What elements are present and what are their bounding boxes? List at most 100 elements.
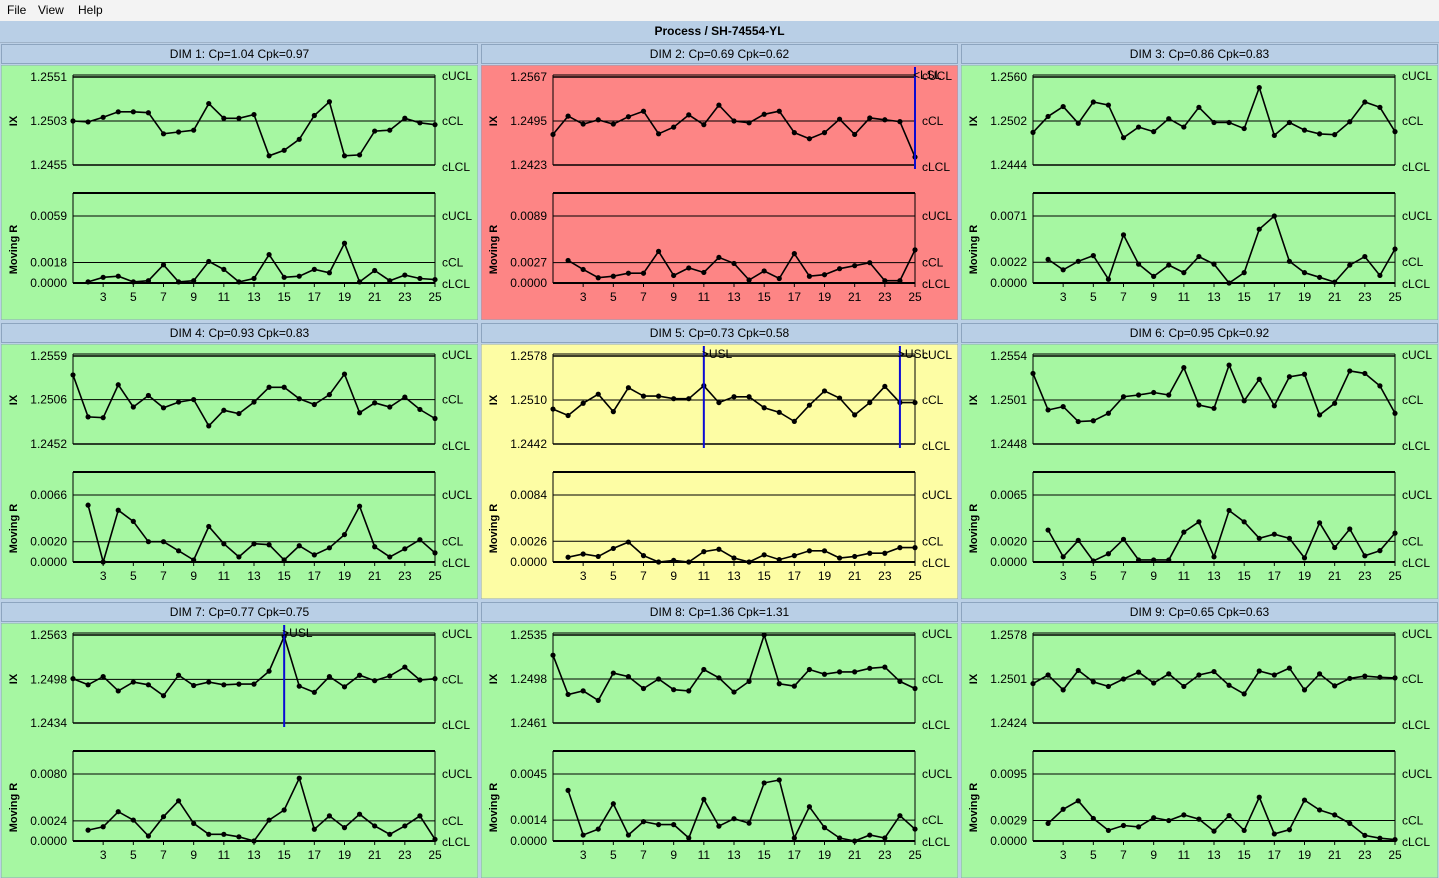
mr-point	[882, 835, 888, 841]
mr-point	[1392, 836, 1398, 843]
menu-view[interactable]: View	[38, 3, 64, 17]
mr-point	[160, 539, 167, 545]
ix-point	[686, 112, 692, 118]
ix-point	[387, 404, 393, 410]
mr-point	[1347, 262, 1353, 268]
ix-point	[206, 100, 212, 107]
mr-point	[432, 550, 438, 556]
x-tick-label: 17	[788, 569, 802, 583]
chart-title: DIM 6: Cp=0.95 Cpk=0.92	[961, 323, 1438, 343]
mr-point	[912, 826, 918, 832]
mr-point	[1090, 558, 1096, 564]
mr-point	[1060, 806, 1066, 812]
ix-point	[1271, 672, 1277, 678]
mr-point	[1166, 557, 1172, 563]
ix-point	[912, 685, 918, 692]
mr-point	[1226, 280, 1232, 286]
mr-point	[897, 813, 903, 819]
mr-point	[1316, 274, 1323, 280]
ix-point	[1045, 672, 1051, 678]
ix-point	[867, 399, 873, 406]
ix-point	[417, 120, 423, 126]
menu-help[interactable]: Help	[78, 3, 103, 17]
mr-point	[1271, 531, 1277, 537]
ix-point	[145, 392, 152, 399]
ix-point	[1226, 362, 1232, 368]
ix-point	[625, 385, 632, 391]
mr-point	[655, 822, 662, 828]
mr-point	[821, 548, 828, 554]
x-tick-label: 11	[698, 290, 711, 304]
mr-point	[791, 553, 797, 559]
x-tick-label: 11	[1178, 569, 1191, 583]
ix-point	[1301, 371, 1308, 377]
mr-point	[1241, 270, 1247, 276]
ix-point	[731, 118, 737, 124]
mr-point	[882, 278, 888, 284]
mr-point	[191, 557, 197, 563]
ix-point	[761, 111, 767, 117]
mr-point	[821, 825, 828, 831]
x-tick-label: 7	[160, 290, 167, 304]
ix-point	[402, 394, 408, 400]
x-tick-label: 17	[1268, 569, 1282, 583]
ix-point	[296, 683, 302, 689]
mr-cl-value: 0.0026	[510, 534, 547, 548]
mr-point	[836, 555, 843, 561]
window-title: Process / SH-74554-YL	[0, 21, 1439, 43]
mr-point	[595, 553, 601, 560]
x-tick-label: 25	[428, 569, 442, 583]
ix-ucl-label: cUCL	[922, 348, 952, 362]
ix-cl-label: cCL	[922, 393, 944, 407]
mr-point	[852, 553, 858, 560]
x-tick-label: 9	[190, 290, 197, 304]
mr-point	[1211, 554, 1217, 560]
ix-cl-value: 1.2501	[990, 393, 1027, 407]
mr-point	[1166, 262, 1172, 268]
x-tick-label: 23	[1358, 569, 1372, 583]
x-tick-label: 7	[640, 569, 647, 583]
menu-file[interactable]: File	[7, 3, 27, 17]
ix-point	[701, 122, 707, 128]
mr-point	[341, 240, 348, 246]
ix-axis-label: IX	[968, 394, 980, 405]
ix-point	[761, 632, 767, 638]
control-chart: 1.2559 1.2506 1.2452 cUCL cCL cLCL IX 0.0066 0.0…	[1, 344, 478, 599]
mr-point	[610, 273, 616, 279]
ix-point	[1075, 667, 1081, 674]
mr-point	[1060, 267, 1066, 273]
x-tick-label: 3	[580, 290, 587, 304]
ix-point	[746, 678, 752, 684]
ix-point	[912, 399, 918, 406]
mr-point	[671, 272, 677, 279]
ix-axis-label: IX	[488, 673, 500, 684]
mr-ucl-label: cUCL	[1402, 488, 1432, 502]
mr-point	[1226, 813, 1232, 819]
ix-point	[1135, 669, 1142, 675]
mr-point	[130, 817, 136, 823]
chart-panel-dim-6: DIM 6: Cp=0.95 Cpk=0.92 1.2554 1.2501 1.244…	[961, 323, 1438, 599]
mr-ucl-value: 0.0066	[30, 488, 67, 502]
mr-lcl-value: 0.0000	[990, 834, 1027, 848]
ix-axis-label: IX	[488, 115, 500, 126]
ix-point	[1392, 675, 1398, 681]
mr-axis-label: Moving R	[8, 783, 20, 833]
out-of-spec-label: >USL	[898, 347, 929, 361]
x-tick-label: 11	[218, 290, 231, 304]
ix-point	[236, 410, 242, 417]
ix-point	[1301, 127, 1308, 133]
ix-point	[266, 384, 272, 390]
mr-point	[746, 559, 752, 565]
mr-cl-label: cCL	[922, 813, 944, 827]
mr-lcl-value: 0.0000	[510, 834, 547, 848]
x-tick-label: 7	[1120, 569, 1127, 583]
x-tick-label: 11	[1178, 848, 1191, 862]
mr-cl-label: cCL	[442, 814, 464, 828]
ix-ucl-label: cUCL	[1402, 627, 1432, 641]
ix-point	[1286, 665, 1293, 671]
mr-point	[716, 546, 722, 552]
mr-point	[912, 247, 918, 253]
mr-point	[145, 278, 152, 284]
mr-point	[686, 835, 692, 841]
x-tick-label: 23	[1358, 848, 1372, 862]
